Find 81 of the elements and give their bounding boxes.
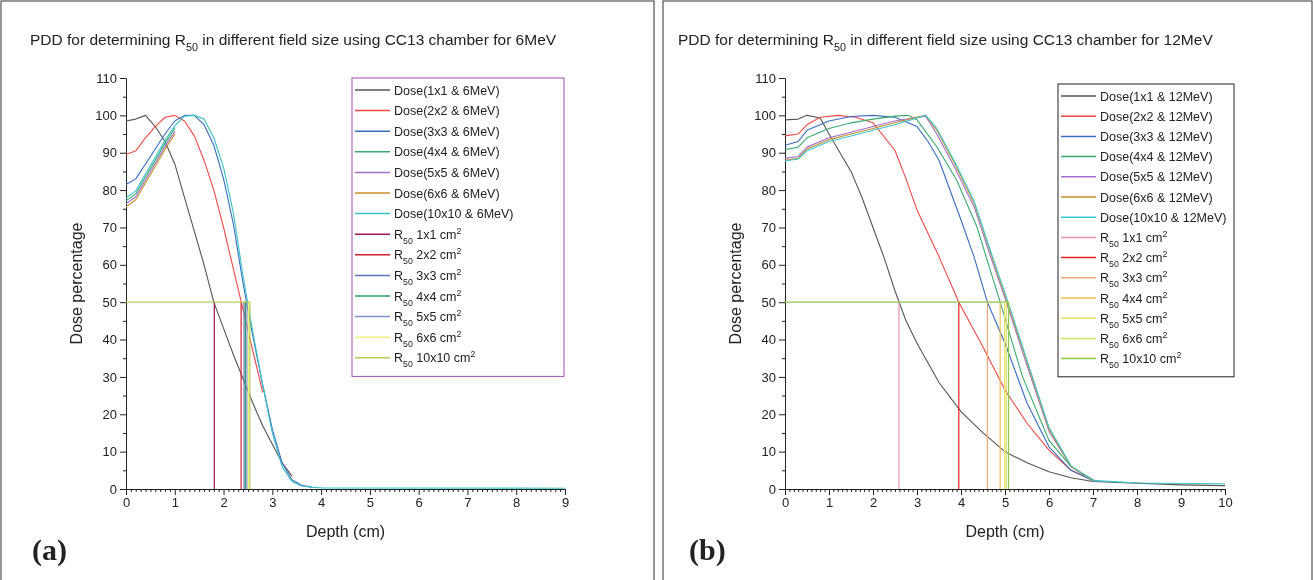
legend-label: R$_{50}$ 4x4 cm$^{2}$ xyxy=(1100,289,1168,310)
legend-label: R$_{50}$ 1x1 cm$^{2}$ xyxy=(394,225,462,246)
legend-label: R$_{50}$ 5x5 cm$^{2}$ xyxy=(394,308,462,329)
x-tick-label: 4 xyxy=(317,495,326,511)
x-tick-label: 9 xyxy=(1177,495,1186,511)
x-tick-label: 7 xyxy=(464,495,472,511)
y-tick-label: 30 xyxy=(102,369,117,385)
y-tick-label: 50 xyxy=(761,294,776,310)
legend-label: Dose(6x6 & 6MeV) xyxy=(394,186,500,201)
y-tick-label: 20 xyxy=(102,406,117,422)
y-axis-title: Dose percentage xyxy=(68,222,85,345)
legend-label: Dose(1x1 & 12MeV) xyxy=(1100,89,1213,104)
y-tick-label: 110 xyxy=(755,70,776,86)
legend-label: Dose(3x3 & 12MeV) xyxy=(1100,129,1213,144)
y-tick-label: 40 xyxy=(761,332,776,348)
text: (a) xyxy=(32,533,67,567)
y-tick-label: 60 xyxy=(761,257,776,273)
chart-title: PDD for determining R$_{50}$ in different field size using CC13 chamber for 12MeV xyxy=(678,31,1214,53)
legend-label: Dose(5x5 & 6MeV) xyxy=(394,165,500,180)
x-tick-label: 1 xyxy=(825,495,834,511)
legend-label: Dose(2x2 & 6MeV) xyxy=(394,104,500,119)
x-tick-label: 10 xyxy=(1218,495,1233,511)
y-tick-label: 40 xyxy=(102,332,117,348)
x-axis-title: Depth (cm) xyxy=(965,523,1045,540)
y-tick-label: 100 xyxy=(754,108,776,124)
y-tick-label: 10 xyxy=(102,444,117,460)
legend-label: Dose(5x5 & 12MeV) xyxy=(1100,170,1213,185)
legend-label: Dose(4x4 & 6MeV) xyxy=(394,145,500,160)
x-tick-label: 5 xyxy=(1001,495,1010,511)
legend-label: Dose(10x10 & 12MeV) xyxy=(1100,210,1227,225)
legend-label: R$_{50}$ 6x6 cm$^{2}$ xyxy=(1100,329,1168,350)
y-tick-label: 70 xyxy=(102,220,117,236)
x-tick-label: 3 xyxy=(913,495,922,511)
y-tick-label: 80 xyxy=(761,182,776,198)
x-tick-label: 0 xyxy=(781,495,790,511)
legend-label: R$_{50}$ 2x2 cm$^{2}$ xyxy=(1100,249,1168,270)
legend-label: Dose(3x3 & 6MeV) xyxy=(394,124,500,139)
legend-label: Dose(6x6 & 12MeV) xyxy=(1100,190,1213,205)
legend-label: R$_{50}$ 4x4 cm$^{2}$ xyxy=(394,287,462,308)
x-tick-label: 2 xyxy=(220,495,228,511)
x-tick-label: 6 xyxy=(415,495,423,511)
x-tick-label: 3 xyxy=(269,495,277,511)
y-tick-label: 10 xyxy=(761,444,776,460)
legend-label: R$_{50}$ 3x3 cm$^{2}$ xyxy=(394,266,462,287)
text: (b) xyxy=(689,533,726,567)
y-tick-label: 50 xyxy=(102,294,117,310)
y-tick-label: 0 xyxy=(768,481,776,497)
x-tick-label: 6 xyxy=(1045,495,1054,511)
x-tick-label: 7 xyxy=(1089,495,1098,511)
y-tick-label: 110 xyxy=(96,70,117,86)
legend-label: Dose(2x2 & 12MeV) xyxy=(1100,109,1213,124)
y-tick-label: 80 xyxy=(102,182,117,198)
legend-label: R$_{50}$ 2x2 cm$^{2}$ xyxy=(394,246,462,267)
y-tick-label: 20 xyxy=(761,406,776,422)
y-tick-label: 90 xyxy=(102,145,117,161)
x-tick-label: 1 xyxy=(171,495,179,511)
y-tick-label: 30 xyxy=(761,369,776,385)
y-tick-label: 0 xyxy=(109,481,117,497)
legend-label: Dose(1x1 & 6MeV) xyxy=(394,83,500,98)
x-tick-label: 4 xyxy=(957,495,966,511)
y-tick-label: 70 xyxy=(761,220,776,236)
legend-label: R$_{50}$ 5x5 cm$^{2}$ xyxy=(1100,309,1168,330)
chart-title: PDD for determining R$_{50}$ in different field size using CC13 chamber for 6MeV xyxy=(30,31,557,53)
legend-label: R$_{50}$ 3x3 cm$^{2}$ xyxy=(1100,269,1168,290)
y-tick-label: 100 xyxy=(95,108,117,124)
x-tick-label: 5 xyxy=(366,495,375,511)
x-tick-label: 9 xyxy=(561,495,570,511)
legend-label: Dose(10x10 & 6MeV) xyxy=(394,207,514,222)
x-tick-label: 0 xyxy=(122,495,131,511)
x-axis-title: Depth (cm) xyxy=(305,523,386,540)
legend-label: Dose(4x4 & 12MeV) xyxy=(1100,150,1213,165)
legend-label: R$_{50}$ 10x10 cm$^{2}$ xyxy=(394,349,476,370)
y-tick-label: 60 xyxy=(102,257,117,273)
y-axis-title: Dose percentage xyxy=(727,222,744,345)
legend-label: R$_{50}$ 1x1 cm$^{2}$ xyxy=(1100,228,1168,249)
x-tick-label: 8 xyxy=(513,495,521,511)
legend-label: R$_{50}$ 6x6 cm$^{2}$ xyxy=(394,328,462,349)
x-tick-label: 2 xyxy=(869,495,878,511)
x-tick-label: 8 xyxy=(1133,495,1142,511)
legend-label: R$_{50}$ 10x10 cm$^{2}$ xyxy=(1100,350,1182,371)
y-tick-label: 90 xyxy=(761,145,776,161)
